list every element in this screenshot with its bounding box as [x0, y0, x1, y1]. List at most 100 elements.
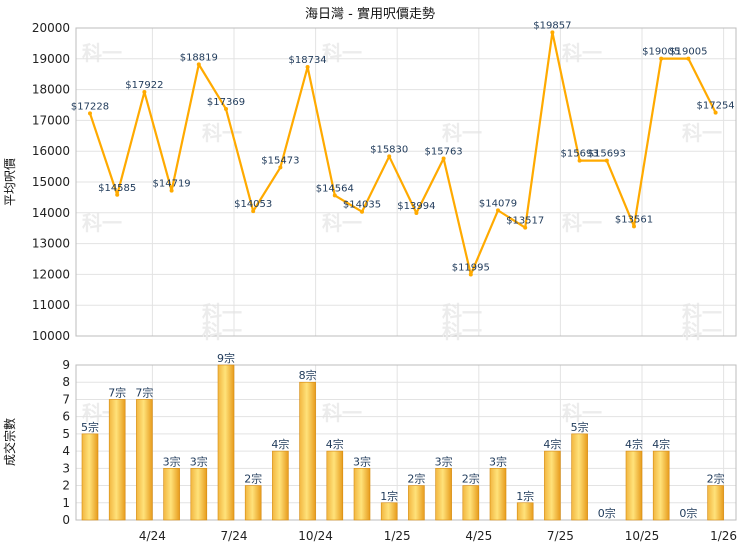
price-point — [713, 110, 718, 115]
bar-y-axis: 0 1 2 3 4 5 6 7 8 9 — [62, 358, 70, 527]
price-y-tick-label: 17000 — [32, 113, 70, 127]
price-data-label: $18819 — [180, 52, 218, 63]
bar-y-tick-label: 4 — [62, 444, 70, 458]
price-data-label: $14053 — [234, 199, 272, 210]
price-y-tick-label: 12000 — [32, 267, 70, 281]
bar-data-label: 2宗 — [707, 472, 725, 486]
bar — [163, 468, 180, 521]
bar-data-label: 5宗 — [571, 420, 589, 434]
price-plot-frame — [75, 27, 737, 337]
price-data-label: $17369 — [207, 97, 245, 108]
price-point — [196, 62, 201, 67]
price-point — [224, 107, 228, 112]
price-point — [360, 209, 364, 214]
price-data-label: $13517 — [506, 216, 544, 227]
bar-data-label: 1宗 — [516, 489, 534, 503]
bar-plot-frame — [75, 364, 737, 521]
chart-title: 海日灣 - 實用呎價走勢 — [305, 6, 435, 22]
bar — [544, 450, 561, 521]
bar-data-label: 3宗 — [435, 454, 453, 468]
price-data-label: $14719 — [153, 179, 191, 190]
price-point — [305, 64, 310, 69]
bar-y-tick-label: 2 — [62, 479, 70, 493]
price-data-label: $17228 — [71, 101, 109, 112]
price-data-label: $19005 — [642, 47, 680, 58]
bar-y-tick-label: 5 — [62, 427, 70, 441]
price-data-label: $15830 — [370, 144, 408, 155]
price-point — [387, 154, 392, 159]
bar-data-label: 0宗 — [598, 506, 616, 520]
watermark-text: 科一 — [562, 41, 602, 65]
price-point — [441, 156, 446, 161]
bar-data-label: 9宗 — [217, 351, 235, 365]
price-data-label: $17922 — [125, 80, 163, 91]
price-data-label: $14035 — [343, 200, 381, 211]
bar — [353, 468, 371, 521]
bar-data-labels: 5宗 7宗 7宗 3宗 3宗 9宗 2宗 4宗 8宗 4宗 3宗 1宗 2宗 3宗 2宗 3宗 1宗 4宗 5宗 0宗… — [81, 351, 725, 520]
bar — [326, 450, 344, 521]
bar — [108, 399, 126, 521]
bar-axis-title: 成交宗數 — [2, 418, 17, 466]
price-data-label: $14585 — [98, 183, 136, 194]
bar-data-label: 4宗 — [271, 437, 289, 451]
bar-data-label: 0宗 — [679, 506, 697, 520]
price-data-label: $19005 — [669, 47, 707, 58]
price-axis-title: 平均呎價 — [3, 158, 17, 206]
price-data-label: $15693 — [588, 149, 626, 160]
price-data-label: $17254 — [697, 101, 735, 112]
price-data-label: $15763 — [425, 146, 463, 157]
bar-data-label: 3宗 — [353, 454, 371, 468]
price-data-label: $15693 — [561, 149, 599, 160]
price-data-label: $19857 — [533, 20, 571, 31]
price-y-tick-label: 13000 — [32, 237, 70, 251]
bar — [217, 364, 235, 521]
x-tick-label: 7/24 — [221, 529, 248, 543]
bar-data-label: 8宗 — [299, 368, 317, 382]
watermark-text: 科一 — [322, 401, 362, 425]
x-tick-label: 4/25 — [465, 529, 492, 543]
bar — [380, 502, 398, 521]
price-y-tick-label: 10000 — [32, 329, 70, 343]
watermark-text: 科一 — [322, 211, 362, 235]
bar-y-tick-label: 3 — [62, 461, 70, 475]
price-point — [332, 193, 337, 198]
bar-data-label: 7宗 — [135, 385, 153, 399]
price-point — [577, 158, 582, 163]
bar-y-tick-label: 0 — [62, 513, 70, 527]
price-data-labels: $17228 $14585 $17922 $14719 $18819 $17369 $140… — [71, 20, 735, 273]
price-y-tick-label: 11000 — [32, 298, 70, 312]
price-y-tick-label: 20000 — [32, 21, 70, 35]
bar-data-label: 2宗 — [244, 472, 262, 486]
bars — [81, 364, 724, 521]
price-y-axis: 10000 11000 12000 13000 14000 15000 16000 17000… — [32, 21, 70, 343]
price-point — [278, 165, 283, 170]
bar-data-label: 3宗 — [190, 454, 208, 468]
x-tick-label: 10/24 — [298, 529, 333, 543]
price-series-line — [88, 31, 717, 276]
bar-y-tick-label: 6 — [62, 410, 70, 424]
price-point — [115, 192, 120, 197]
watermark-text: 科一 — [562, 401, 602, 425]
bar-data-label: 5宗 — [81, 420, 99, 434]
bar-data-label: 4宗 — [543, 437, 561, 451]
bar-data-label: 3宗 — [163, 454, 181, 468]
price-y-tick-label: 18000 — [32, 83, 70, 97]
watermark-text: 科一 — [682, 319, 722, 343]
watermark-text: 科一 — [82, 41, 122, 65]
watermark-text: 科一 — [442, 121, 482, 145]
price-point — [414, 210, 419, 215]
price-y-tick-label: 14000 — [32, 206, 70, 220]
price-point — [686, 56, 691, 61]
bar — [244, 485, 262, 521]
bar-y-tick-label: 1 — [62, 496, 70, 510]
bar — [272, 450, 289, 521]
bar — [489, 468, 507, 521]
bar-data-label: 4宗 — [652, 437, 670, 451]
bar — [707, 485, 724, 521]
watermark-text: 科一 — [202, 319, 242, 343]
bar — [516, 502, 534, 521]
price-point — [142, 90, 147, 95]
